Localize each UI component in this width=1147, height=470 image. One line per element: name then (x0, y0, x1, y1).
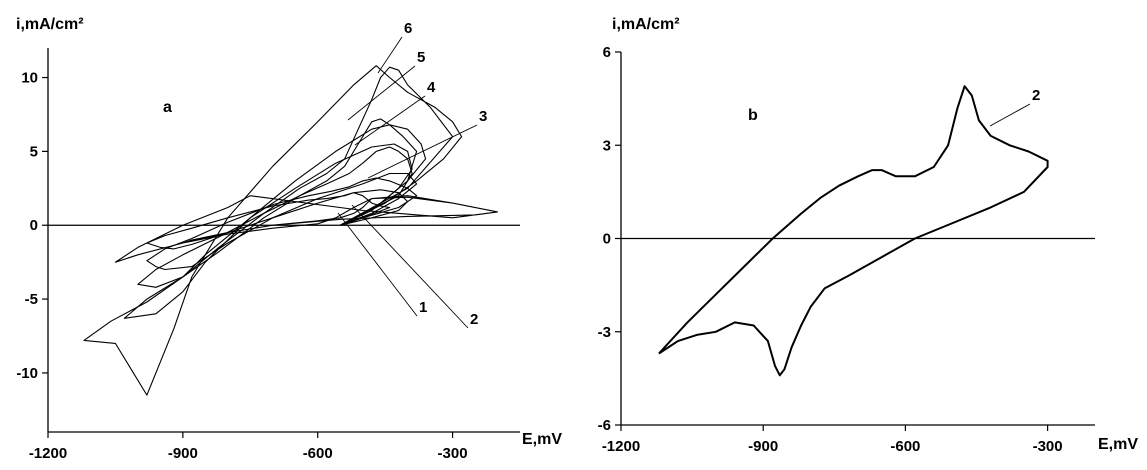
panel-a-x-axis-label: E,mV (522, 431, 562, 448)
panel-b-y-axis-label: i,mA/cm² (612, 16, 680, 33)
curve-a-6 (83, 65, 463, 396)
curve-label-leader (347, 65, 416, 121)
curve-label-leader (367, 124, 478, 179)
y-tick-label: -5 (25, 291, 38, 308)
panel-b-curve-labels: 2 (989, 87, 1040, 127)
y-tick-label: -10 (16, 365, 38, 382)
y-tick-label: 6 (603, 44, 611, 61)
curve-label-leader (989, 103, 1031, 127)
y-tick-label: 0 (30, 217, 38, 234)
y-tick-label: 10 (21, 70, 38, 87)
curve-a-2 (146, 189, 409, 250)
panel-a-curves (83, 65, 499, 396)
curve-label-leader (377, 36, 403, 74)
curve-label-leader (351, 204, 469, 329)
curve-a-4 (137, 143, 413, 288)
y-tick-label: 5 (30, 143, 38, 160)
curve-label: 6 (404, 20, 412, 37)
curve-a-1 (114, 195, 499, 263)
panel-a: -1200 -900 -600 -300 -10 -5 0 5 10 a i,mA/cm² E,… (16, 16, 562, 462)
curve-label: 4 (427, 79, 436, 96)
curve-label: 2 (470, 311, 478, 328)
curve-label-leader (337, 212, 418, 317)
panel-a-axes: -1200 -900 -600 -300 -10 -5 0 5 10 (16, 48, 520, 462)
curve-b-2 (658, 85, 1049, 377)
x-tick-label: -1200 (602, 438, 640, 455)
curve-label: 3 (479, 108, 487, 125)
x-tick-label: -900 (168, 445, 198, 462)
panel-b-curves (658, 85, 1049, 377)
x-tick-label: -600 (303, 445, 333, 462)
curve-label: 1 (419, 299, 427, 316)
x-tick-label: -300 (438, 445, 468, 462)
curve-label-leader (354, 95, 426, 146)
curve-label: 2 (1032, 87, 1040, 104)
panel-b-label: b (748, 107, 758, 124)
panel-a-label: a (163, 99, 172, 116)
panel-b: -1200 -900 -600 -300 -6 -3 0 3 6 b i,mA/cm² E,mV… (598, 16, 1139, 455)
y-tick-label: 0 (603, 231, 611, 248)
x-tick-label: -600 (890, 438, 920, 455)
curve-label: 5 (417, 49, 425, 66)
y-tick-label: -3 (598, 324, 611, 341)
x-tick-label: -900 (748, 438, 778, 455)
panel-b-axes: -1200 -900 -600 -300 -6 -3 0 3 6 (598, 44, 1095, 455)
panel-b-x-axis-label: E,mV (1098, 436, 1138, 453)
panel-a-curve-labels: 1 2 3 456 (337, 20, 487, 329)
x-tick-label: -300 (1033, 438, 1063, 455)
curve-a-5 (123, 118, 427, 319)
y-tick-label: -6 (598, 417, 611, 434)
curve-a-3 (146, 172, 418, 271)
y-tick-label: 3 (603, 137, 611, 154)
panel-a-y-axis-label: i,mA/cm² (16, 16, 84, 33)
x-tick-label: -1200 (29, 445, 67, 462)
